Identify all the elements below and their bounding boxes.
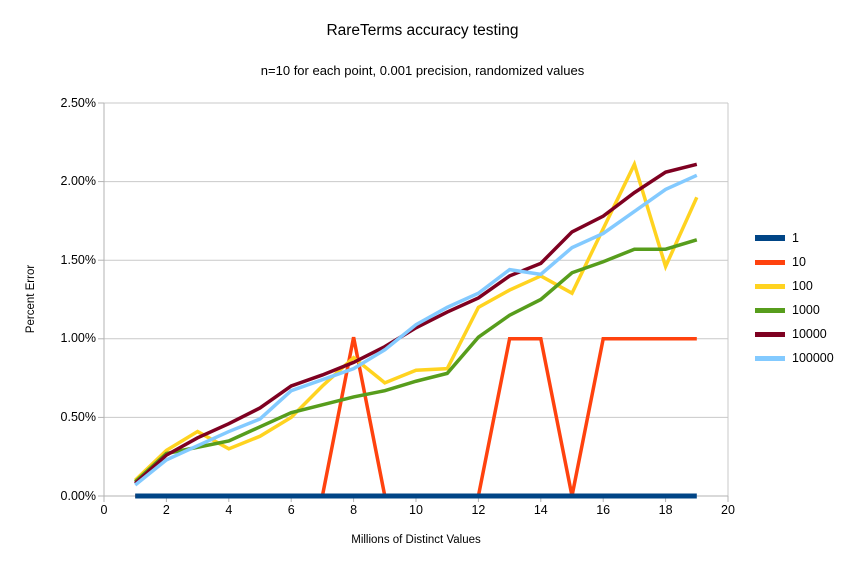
y-tick-label: 2.00% [60, 174, 96, 189]
legend-label: 1 [792, 231, 799, 245]
legend-item: 100000 [755, 346, 834, 370]
series-line-10 [135, 336, 697, 498]
legend-swatch [755, 307, 785, 313]
y-tick-label: 0.50% [60, 409, 96, 424]
legend-item: 10 [755, 250, 834, 274]
x-tick-label: 10 [409, 503, 423, 517]
x-tick-label: 12 [471, 503, 486, 517]
x-tick-label: 18 [658, 503, 673, 517]
legend: 1 10 100 1000 10000 100000 [755, 226, 834, 370]
legend-label: 1000 [792, 303, 820, 317]
legend-label: 100 [792, 279, 813, 293]
y-tick-label: 0.00% [60, 488, 96, 503]
legend-swatch [755, 355, 785, 361]
legend-item: 100 [755, 274, 834, 298]
x-axis-label: Millions of Distinct Values [351, 534, 481, 546]
legend-item: 1 [755, 226, 834, 250]
legend-label: 100000 [792, 351, 834, 365]
y-tick-label: 2.50% [60, 95, 96, 110]
legend-swatch [755, 259, 785, 265]
legend-swatch [755, 283, 785, 289]
series-line-100000 [134, 173, 698, 487]
x-tick-label: 4 [225, 503, 233, 517]
legend-item: 10000 [755, 322, 834, 346]
chart-subtitle: n=10 for each point, 0.001 precision, ra… [260, 63, 585, 78]
y-tick-label: 1.00% [60, 331, 96, 346]
x-tick-label: 16 [596, 503, 611, 517]
x-tick-label: 20 [721, 503, 735, 517]
legend-label: 10 [792, 255, 806, 269]
x-tick-label: 0 [100, 503, 108, 517]
y-axis-label: Percent Error [25, 264, 37, 334]
x-tick-label: 14 [533, 503, 548, 517]
legend-label: 10000 [792, 327, 827, 341]
legend-item: 1000 [755, 298, 834, 322]
series-line-10000 [134, 162, 698, 485]
series-line-1000 [134, 238, 698, 484]
x-tick-label: 6 [287, 503, 295, 517]
legend-swatch [755, 235, 785, 241]
series-line-100 [133, 159, 699, 482]
legend-swatch [755, 331, 785, 337]
y-tick-label: 1.50% [60, 252, 96, 267]
x-tick-label: 8 [350, 503, 358, 517]
x-tick-label: 2 [162, 503, 170, 517]
chart-title: RareTerms accuracy testing [326, 22, 519, 39]
